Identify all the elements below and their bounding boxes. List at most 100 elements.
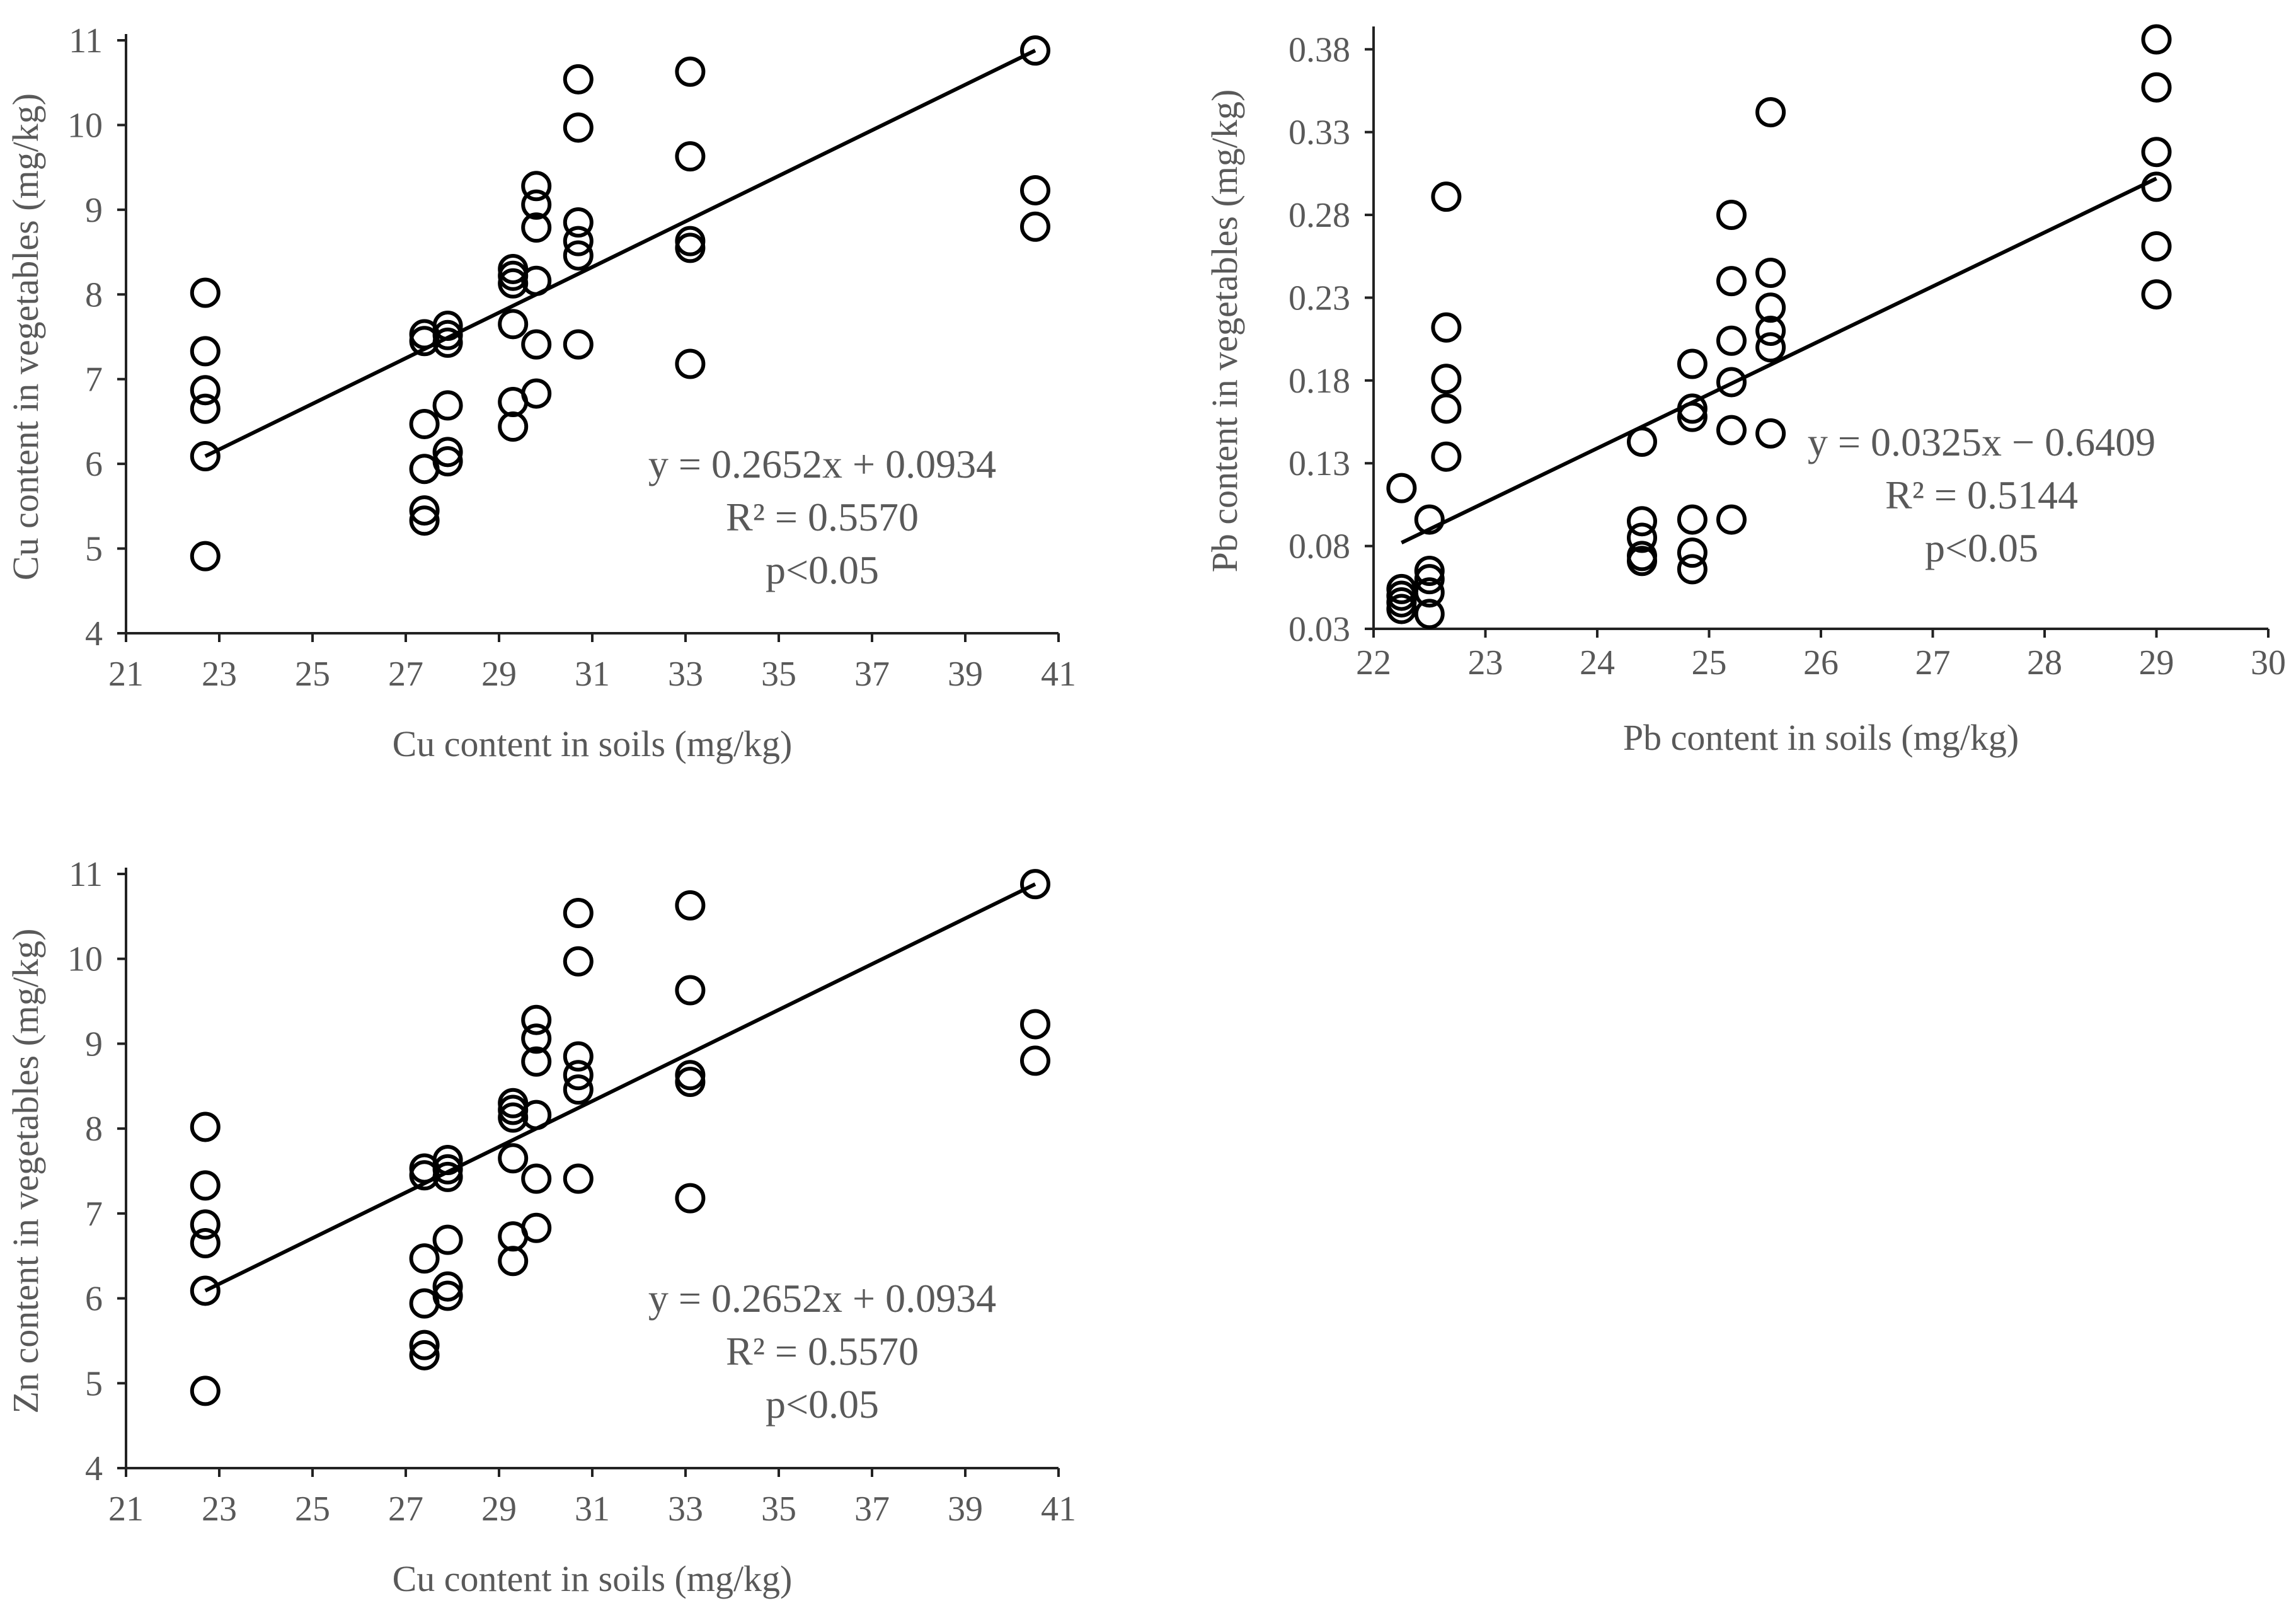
data-point bbox=[521, 378, 552, 409]
data-point bbox=[1755, 316, 1786, 346]
y-tick-label: 10 bbox=[67, 106, 103, 145]
y-axis-title: Zn content in vegetables (mg/kg) bbox=[5, 929, 46, 1414]
y-tick-label: 9 bbox=[85, 191, 103, 230]
x-tick-label: 27 bbox=[388, 655, 423, 694]
x-tick-label: 25 bbox=[295, 655, 330, 694]
data-point bbox=[190, 277, 221, 308]
data-point bbox=[563, 329, 594, 360]
data-point bbox=[190, 375, 221, 406]
data-point bbox=[1627, 427, 1657, 457]
data-point bbox=[498, 1246, 529, 1277]
data-point bbox=[1677, 393, 1708, 424]
x-tick-label: 27 bbox=[388, 1490, 423, 1529]
data-point bbox=[563, 1074, 594, 1105]
data-point bbox=[432, 311, 463, 342]
y-tick-label: 0.33 bbox=[1289, 113, 1350, 152]
data-point bbox=[498, 309, 529, 340]
data-point bbox=[1020, 1045, 1050, 1076]
y-tick-label: 8 bbox=[85, 275, 103, 314]
data-point bbox=[1677, 348, 1708, 379]
y-tick-label: 5 bbox=[85, 530, 103, 569]
data-point bbox=[409, 1329, 440, 1360]
data-point bbox=[190, 1275, 221, 1306]
data-point bbox=[1414, 599, 1445, 629]
data-point bbox=[1414, 564, 1445, 595]
data-point bbox=[521, 1100, 552, 1130]
y-tick-label: 11 bbox=[69, 21, 103, 60]
data-point bbox=[1386, 594, 1417, 624]
data-point bbox=[498, 268, 529, 299]
data-point bbox=[1677, 537, 1708, 568]
data-point bbox=[1755, 97, 1786, 128]
data-point bbox=[563, 897, 594, 928]
regression-annotation: y = 0.2652x + 0.0934 bbox=[648, 442, 996, 486]
data-point bbox=[1677, 401, 1708, 432]
data-point bbox=[1020, 1009, 1050, 1040]
data-point bbox=[1716, 504, 1747, 535]
x-tick-label: 25 bbox=[295, 1490, 330, 1529]
data-point bbox=[1386, 473, 1417, 503]
data-point bbox=[409, 495, 440, 526]
x-axis-title: Cu content in soils (mg/kg) bbox=[393, 723, 793, 764]
data-point bbox=[2141, 24, 2172, 55]
x-tick-label: 23 bbox=[202, 655, 237, 694]
data-point bbox=[521, 171, 552, 202]
data-point bbox=[675, 1067, 706, 1098]
data-point bbox=[521, 1163, 552, 1194]
data-point bbox=[190, 441, 221, 472]
y-tick-label: 6 bbox=[85, 1280, 103, 1319]
x-tick-label: 33 bbox=[668, 1490, 703, 1529]
y-tick-label: 4 bbox=[85, 1449, 103, 1488]
data-point bbox=[1414, 577, 1445, 608]
data-point bbox=[563, 226, 594, 256]
data-point bbox=[1755, 418, 1786, 449]
data-point bbox=[1627, 522, 1657, 553]
y-tick-label: 9 bbox=[85, 1025, 103, 1064]
x-tick-label: 24 bbox=[1580, 643, 1615, 682]
data-point bbox=[498, 1094, 529, 1125]
data-point bbox=[190, 541, 221, 571]
x-tick-label: 29 bbox=[481, 655, 517, 694]
data-point bbox=[563, 240, 594, 271]
chart-cu-cu: 4 5 6 7 8 9 10 11 21 23 25 27 29 31 33 35 37 39 41 Cu conte… bbox=[5, 21, 1076, 764]
data-point bbox=[432, 1161, 463, 1192]
trendline bbox=[204, 49, 1036, 458]
x-tick-label: 31 bbox=[575, 1490, 610, 1529]
y-tick-label: 0.08 bbox=[1289, 527, 1350, 566]
data-point bbox=[190, 1228, 221, 1259]
chart-cu-zn: 4 5 6 7 8 9 10 11 21 23 25 27 29 31 33 35 37 39 41 Cu conte… bbox=[5, 855, 1076, 1599]
data-point bbox=[498, 1102, 529, 1133]
x-tick-label: 22 bbox=[1356, 643, 1391, 682]
data-point bbox=[432, 1144, 463, 1175]
data-point bbox=[432, 446, 463, 477]
regression-annotation: y = 0.0325x − 0.6409 bbox=[1808, 420, 2155, 464]
data-point bbox=[432, 390, 463, 421]
data-point bbox=[409, 1243, 440, 1274]
data-point bbox=[521, 212, 552, 243]
data-point bbox=[498, 260, 529, 291]
data-point bbox=[498, 1143, 529, 1174]
data-point bbox=[190, 336, 221, 367]
data-point bbox=[1414, 556, 1445, 587]
data-point bbox=[521, 1004, 552, 1035]
chart-pb-pb: 0.03 0.08 0.13 0.18 0.23 0.28 0.33 0.38 22 23 24 25… bbox=[1204, 24, 2286, 758]
x-tick-label: 23 bbox=[202, 1490, 237, 1529]
data-point bbox=[563, 207, 594, 238]
data-point bbox=[1716, 200, 1747, 231]
data-point bbox=[563, 1041, 594, 1072]
data-point bbox=[675, 141, 706, 172]
data-point bbox=[675, 233, 706, 263]
data-point bbox=[409, 505, 440, 536]
x-tick-label: 41 bbox=[1041, 1490, 1076, 1529]
data-point bbox=[1716, 266, 1747, 297]
x-tick-label: 29 bbox=[2139, 643, 2174, 682]
data-point bbox=[1020, 175, 1050, 205]
data-point bbox=[1677, 554, 1708, 585]
x-tick-label: 26 bbox=[1803, 643, 1839, 682]
data-point bbox=[1627, 546, 1657, 577]
data-point bbox=[2141, 72, 2172, 103]
y-tick-label: 0.38 bbox=[1289, 30, 1350, 69]
data-point bbox=[409, 1340, 440, 1370]
data-point bbox=[432, 1224, 463, 1255]
